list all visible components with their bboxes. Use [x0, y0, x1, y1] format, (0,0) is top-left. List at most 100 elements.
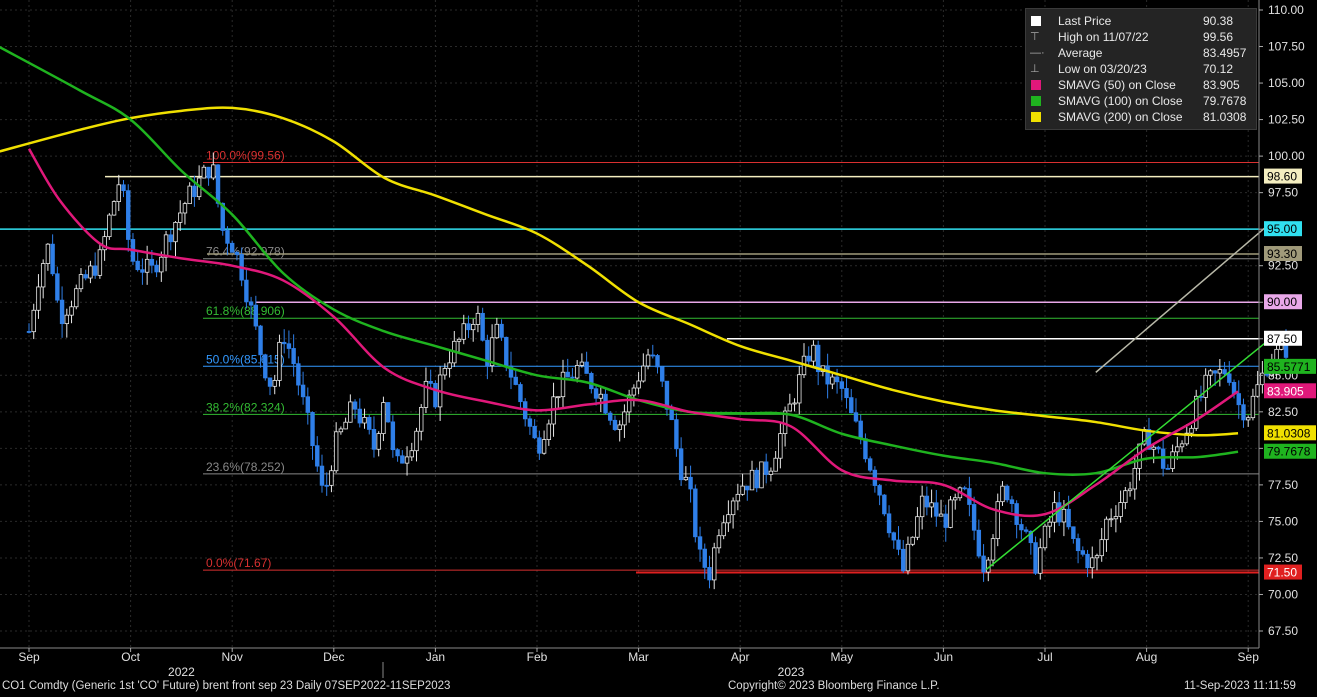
- sma-tag-text: 81.0308: [1267, 426, 1311, 440]
- candle-body: [778, 433, 783, 459]
- candle-body: [272, 380, 277, 387]
- candle-body: [1094, 555, 1100, 559]
- candle-body: [1047, 521, 1052, 527]
- candle-body: [1132, 468, 1137, 490]
- candle-body: [1099, 539, 1104, 557]
- candle-body: [357, 408, 362, 424]
- candle-body: [815, 344, 821, 373]
- x-axis: Sep Oct Nov Dec Jan Feb Mar Apr May Jun Jul Aug Sep 2…: [0, 647, 1259, 679]
- candle-body: [26, 331, 32, 333]
- x-tick-label: Aug: [1136, 650, 1157, 664]
- candle-body: [367, 417, 372, 430]
- candle-body: [877, 485, 882, 496]
- candle-body: [891, 532, 896, 541]
- candle-body: [281, 341, 287, 345]
- candle-body: [938, 513, 944, 517]
- fib-label: 0.0%(71.67): [206, 556, 271, 570]
- x-tick-label: Oct: [121, 650, 140, 664]
- legend-swatch: [1031, 16, 1041, 26]
- candle-body: [220, 202, 225, 231]
- candle-body: [225, 230, 230, 244]
- candle-body: [423, 380, 429, 408]
- candle-body: [910, 536, 915, 545]
- candle-body: [447, 362, 452, 369]
- candle-body: [187, 185, 192, 205]
- candle-body: [546, 423, 552, 440]
- candle-body: [806, 355, 811, 362]
- fib-label: 23.6%(78.252): [206, 460, 285, 474]
- candle-body: [352, 401, 358, 410]
- candle-body: [409, 450, 414, 458]
- candle-body: [206, 166, 211, 179]
- legend-value: 70.12: [1203, 62, 1234, 76]
- candle-body: [688, 476, 693, 490]
- candle-body: [248, 301, 254, 306]
- candle-body: [664, 380, 670, 410]
- legend-swatch: [1031, 80, 1041, 90]
- candle-body: [1250, 395, 1256, 419]
- y-tick-label: 92.50: [1268, 259, 1298, 273]
- candle-body: [759, 461, 764, 489]
- candle-body: [1227, 373, 1232, 383]
- candle-body: [494, 323, 500, 339]
- legend-row: ⊥ Low on 03/20/23 70.12: [1026, 61, 1256, 77]
- candle-body: [1137, 443, 1142, 469]
- candle-body: [749, 469, 755, 491]
- y-tick-label: 70.00: [1268, 587, 1298, 601]
- legend-row: ⊤ High on 11/07/22 99.56: [1026, 29, 1256, 45]
- candle-body: [376, 433, 381, 450]
- candle-body: [40, 263, 46, 288]
- candle-body: [1170, 451, 1175, 469]
- candle-body: [626, 394, 632, 413]
- candle-body: [461, 323, 466, 340]
- candle-body: [754, 469, 759, 489]
- candle-body: [669, 408, 674, 421]
- candle-body: [919, 495, 925, 518]
- candle-body: [971, 504, 977, 531]
- legend-value: 99.56: [1203, 30, 1234, 44]
- candle-body: [1038, 547, 1043, 574]
- candle-body: [1127, 488, 1133, 492]
- candle-body: [192, 185, 197, 198]
- fib-label: 100.0%(99.56): [206, 149, 285, 163]
- candle-body: [338, 428, 344, 433]
- candle-body: [825, 365, 830, 385]
- sma-tag-text: 85.5771: [1267, 360, 1311, 374]
- avg-marker-icon: —·: [1030, 47, 1045, 59]
- candle-body: [1217, 369, 1223, 374]
- candle-body: [556, 396, 561, 399]
- candle-body: [433, 382, 438, 408]
- candle-body: [867, 458, 873, 471]
- candle-body: [598, 393, 603, 399]
- candle-body: [390, 421, 396, 451]
- candle-body: [924, 495, 930, 508]
- candle-body: [560, 371, 566, 398]
- y-tick-label: 97.50: [1268, 186, 1298, 200]
- sma200-line: [0, 106, 1239, 437]
- candle-body: [593, 388, 599, 399]
- level-tag: [1264, 221, 1302, 237]
- candle-body: [333, 431, 339, 472]
- candle-body: [319, 465, 325, 486]
- candle-body: [716, 535, 722, 549]
- candle-body: [253, 304, 259, 327]
- candle-body: [622, 411, 627, 426]
- candle-body: [745, 485, 750, 491]
- candle-body: [981, 555, 986, 573]
- candle-body: [395, 449, 400, 457]
- candle-body: [31, 309, 36, 333]
- candle-body: [929, 502, 934, 508]
- candle-body: [712, 547, 717, 581]
- candle-body: [59, 299, 65, 325]
- candle-body: [1066, 508, 1071, 528]
- candle-body: [258, 325, 263, 356]
- candle-body: [532, 425, 537, 439]
- candle-body: [168, 234, 173, 243]
- candle-body: [830, 376, 835, 385]
- candle-body: [1151, 446, 1156, 450]
- candle-body: [896, 539, 901, 550]
- legend-row: SMAVG (50) on Close 83.905: [1026, 77, 1256, 93]
- candle-body: [55, 273, 60, 301]
- x-tick-label: Feb: [527, 650, 548, 664]
- candle-body: [995, 501, 1000, 540]
